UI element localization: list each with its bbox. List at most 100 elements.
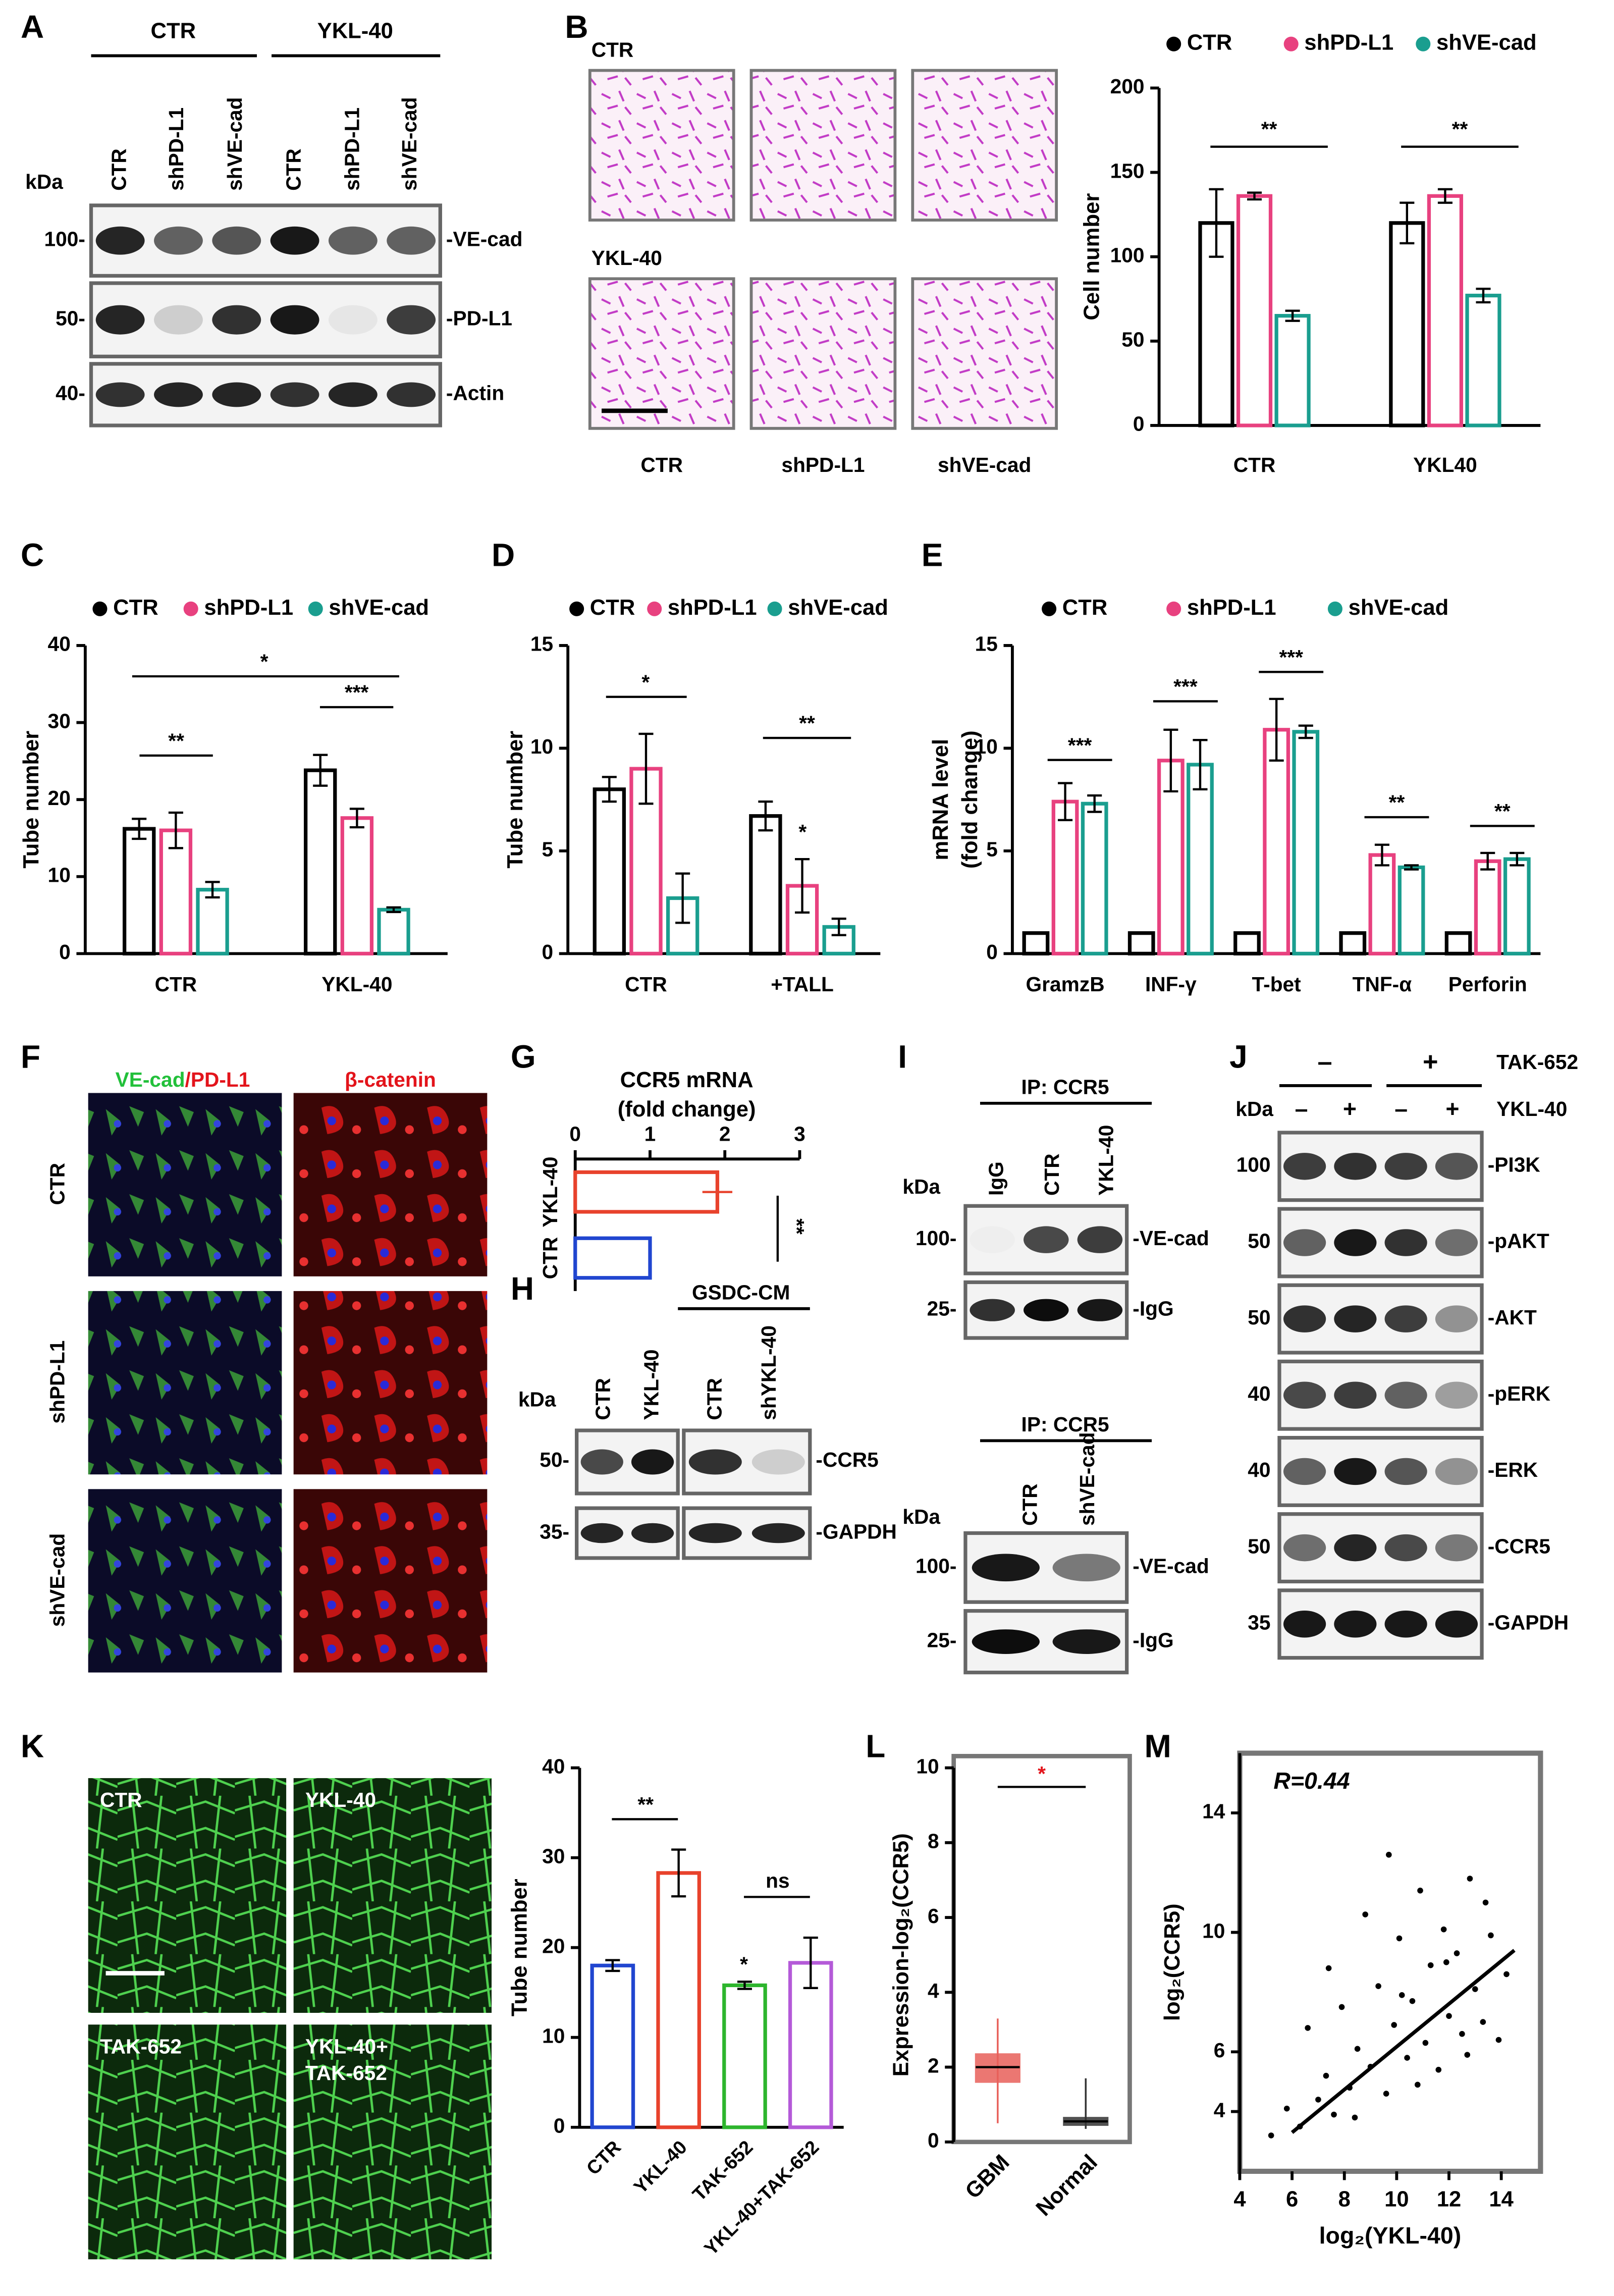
bar — [1292, 730, 1320, 955]
bar — [749, 814, 782, 955]
legend-label: shVE-cad — [329, 596, 429, 620]
point — [1427, 1962, 1434, 1968]
micrograph — [88, 1093, 282, 1276]
label: CTR — [45, 1163, 69, 1205]
micrograph — [88, 1291, 282, 1475]
label: CTR — [107, 148, 130, 191]
point — [1415, 2081, 1421, 2088]
y-tick-label: 100 — [1110, 243, 1145, 266]
blot-band — [95, 226, 145, 255]
label: GSDC-CM — [692, 1280, 790, 1304]
y-tick-label: 4 — [928, 1979, 939, 2002]
annotation: R=0.44 — [1273, 1768, 1350, 1794]
micrograph — [88, 2024, 287, 2260]
category-label: TAK-652 — [688, 2137, 757, 2205]
blot-band — [1334, 1381, 1377, 1409]
category-label: YKL-40 — [539, 1157, 562, 1227]
label: 35- — [540, 1520, 569, 1543]
bar — [1233, 931, 1261, 955]
blot-band — [1052, 1554, 1120, 1582]
x-tick-label: 3 — [794, 1123, 805, 1146]
label: CTR — [282, 148, 305, 191]
blot-band — [95, 382, 145, 407]
point — [1352, 2114, 1358, 2121]
label: YKL-40 — [640, 1350, 663, 1420]
bar — [377, 907, 410, 955]
point — [1404, 2055, 1410, 2061]
label: CTR — [591, 38, 634, 61]
y-tick-label: 10 — [916, 1754, 939, 1778]
label: 100- — [916, 1555, 956, 1578]
micrograph — [749, 69, 897, 222]
legend-marker — [1416, 36, 1431, 51]
label: -AKT — [1488, 1306, 1537, 1329]
micrograph — [588, 69, 735, 222]
label: 100- — [916, 1226, 956, 1250]
micrograph — [293, 1778, 492, 2013]
label: + — [1423, 1047, 1438, 1077]
panel-letter: K — [21, 1728, 44, 1765]
point — [1488, 1932, 1494, 1939]
point — [1417, 1887, 1423, 1894]
bar — [123, 827, 156, 955]
label: kDa — [1235, 1097, 1273, 1120]
blot-band — [1283, 1153, 1326, 1180]
bar — [1127, 931, 1155, 955]
legend-label: CTR — [1062, 596, 1108, 620]
blot-band — [328, 305, 378, 335]
category-label: INF-γ — [1145, 973, 1197, 996]
x-axis-title: log₂(YKL-40) — [1319, 2222, 1462, 2249]
label: -pERK — [1488, 1382, 1550, 1405]
point — [1315, 2097, 1321, 2103]
category-label: CTR — [625, 973, 667, 996]
blot — [89, 281, 442, 358]
y-tick-label: 30 — [48, 709, 71, 732]
y-axis-title: log₂(CCR5) — [1160, 1903, 1185, 2020]
point — [1495, 2037, 1502, 2043]
label: -VE-cad — [446, 227, 523, 250]
annotation: * — [798, 820, 806, 843]
legend-label: CTR — [113, 596, 158, 620]
label: + — [1343, 1096, 1357, 1122]
label: shPD-L1 — [781, 453, 865, 476]
category-label: YKL-40+TAK-652 — [701, 2137, 824, 2260]
annotation: ** — [1452, 117, 1468, 140]
panel-letter: E — [922, 537, 943, 573]
x-tick-label: 12 — [1437, 2187, 1462, 2212]
label: CTR — [591, 1378, 615, 1420]
bar — [1444, 931, 1472, 955]
blot-band — [1334, 1153, 1377, 1180]
blot-band — [154, 382, 203, 407]
annotation: * — [641, 670, 650, 693]
blot-band — [1077, 1226, 1123, 1253]
blot-band — [1384, 1534, 1427, 1562]
bar — [573, 1170, 720, 1214]
blot-band — [328, 382, 378, 407]
bar — [656, 1871, 701, 2129]
category-label: YKL-40 — [630, 2137, 691, 2198]
blot-band — [1384, 1153, 1427, 1180]
point — [1443, 1959, 1449, 1965]
blot-band — [1435, 1610, 1478, 1638]
annotation: ** — [1389, 791, 1405, 814]
y-axis-title: (fold change) — [958, 730, 982, 869]
y-tick-label: 2 — [928, 2054, 939, 2077]
label: CTR — [151, 19, 196, 43]
bar — [340, 816, 374, 955]
blot-band — [270, 382, 319, 407]
label: IP: CCR5 — [1021, 1076, 1109, 1099]
bar — [303, 768, 337, 955]
point — [1398, 1992, 1405, 1998]
micrograph — [293, 1291, 488, 1475]
y-tick-label: 0 — [542, 940, 553, 964]
label: 50 — [1248, 1534, 1270, 1558]
annotation: ns — [766, 1869, 789, 1892]
legend-marker — [1283, 36, 1299, 51]
legend-label: CTR — [590, 596, 635, 620]
legend-label: shVE-cad — [788, 596, 888, 620]
label: TAK-652 — [100, 2035, 182, 2058]
label: -IgG — [1133, 1297, 1173, 1320]
blot-band — [387, 305, 436, 335]
micrograph — [588, 277, 735, 430]
point — [1386, 1851, 1392, 1858]
